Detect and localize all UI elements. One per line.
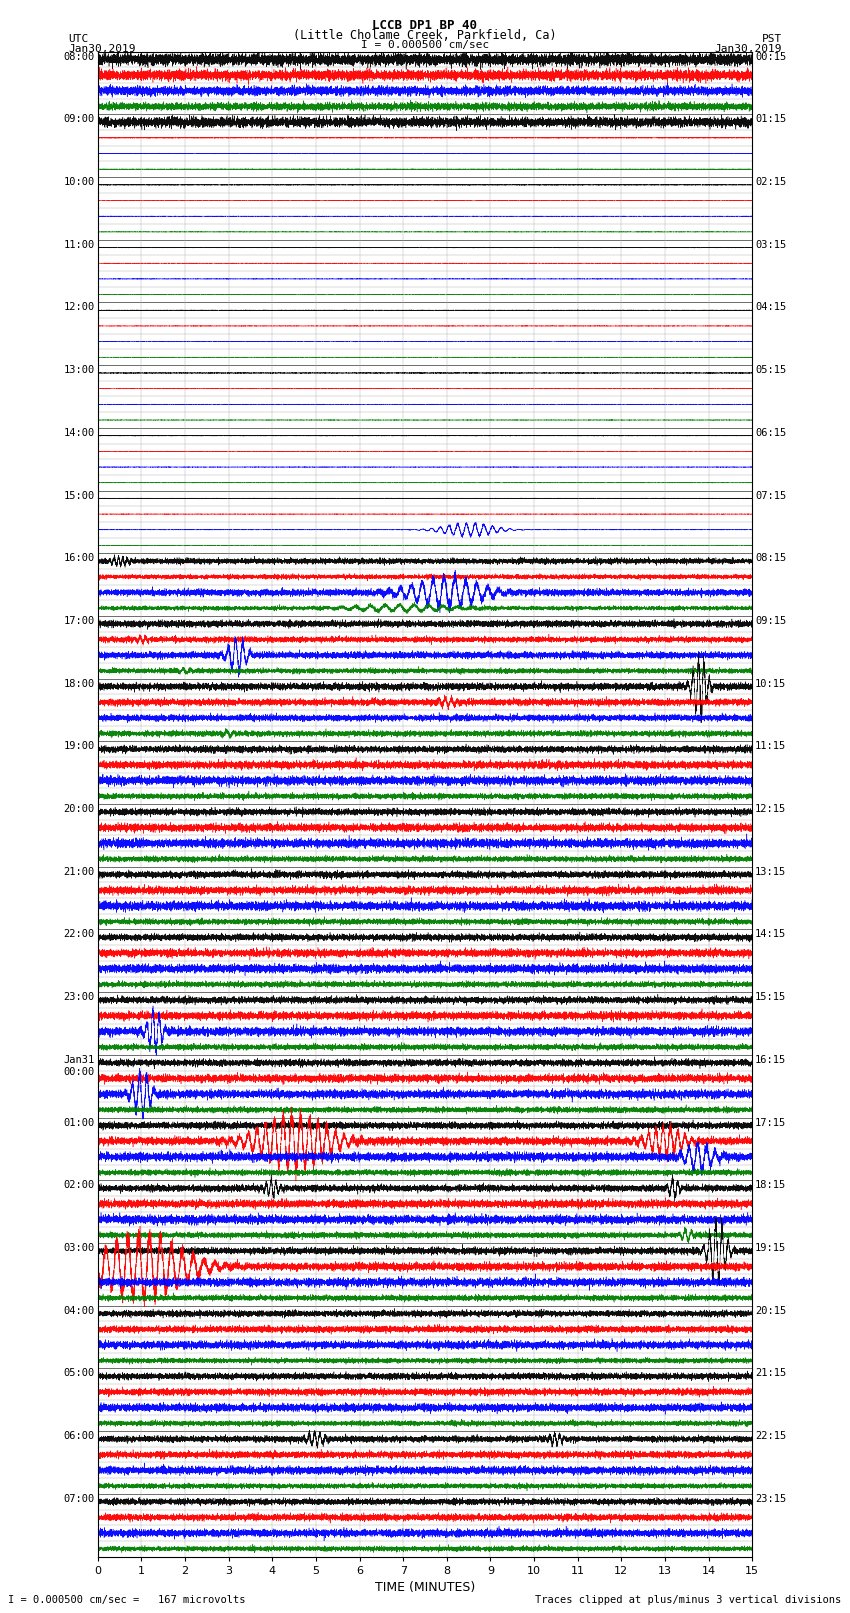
- Text: Traces clipped at plus/minus 3 vertical divisions: Traces clipped at plus/minus 3 vertical …: [536, 1595, 842, 1605]
- Text: I = 0.000500 cm/sec: I = 0.000500 cm/sec: [361, 40, 489, 50]
- Text: PST: PST: [762, 34, 782, 44]
- Text: (Little Cholame Creek, Parkfield, Ca): (Little Cholame Creek, Parkfield, Ca): [293, 29, 557, 42]
- Text: LCCB DP1 BP 40: LCCB DP1 BP 40: [372, 19, 478, 32]
- Text: Jan30,2019: Jan30,2019: [715, 44, 782, 53]
- Text: I = 0.000500 cm/sec =   167 microvolts: I = 0.000500 cm/sec = 167 microvolts: [8, 1595, 246, 1605]
- Text: UTC: UTC: [68, 34, 88, 44]
- Text: Jan30,2019: Jan30,2019: [68, 44, 135, 53]
- X-axis label: TIME (MINUTES): TIME (MINUTES): [375, 1581, 475, 1594]
